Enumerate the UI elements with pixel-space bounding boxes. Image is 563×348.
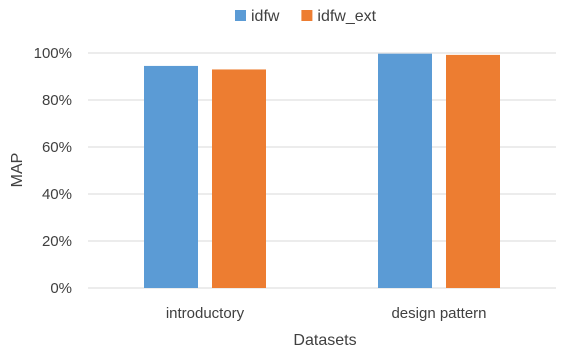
y-tick-label: 40% [42,186,72,203]
y-axis-tick-labels: 0% 20% 40% 60% 80% 100% [34,45,72,297]
bar-idfw-ext-introductory [212,69,266,288]
bar-idfw-introductory [144,65,198,288]
bar-idfw-design-pattern [378,53,432,288]
y-tick-label: 100% [34,45,72,62]
legend: idfw idfw_ext [235,8,377,25]
x-axis-label: Datasets [293,332,356,348]
legend-swatch-idfw-ext [301,10,313,21]
bar-idfw-ext-design-pattern [446,54,500,288]
legend-swatch-idfw [235,10,246,21]
legend-label-idfw-ext: idfw_ext [317,8,376,25]
y-tick-label: 80% [42,92,72,109]
y-axis-label: MAP [9,153,26,188]
x-tick-label: design pattern [391,305,486,322]
bars [144,53,500,288]
y-tick-label: 0% [50,280,72,297]
legend-label-idfw: idfw [251,8,280,25]
x-axis-tick-labels: introductory design pattern [166,305,487,322]
x-tick-label: introductory [166,305,245,322]
y-tick-label: 60% [42,139,72,156]
y-tick-label: 20% [42,233,72,250]
